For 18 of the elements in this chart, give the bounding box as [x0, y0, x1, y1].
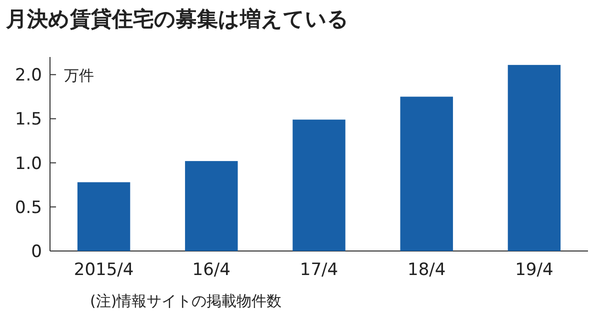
bar	[400, 96, 453, 251]
bar	[77, 182, 130, 251]
x-tick-label: 2015/4	[74, 260, 134, 280]
y-tick-label: 2.0	[14, 66, 42, 86]
x-tick-label: 16/4	[192, 260, 230, 280]
y-axis-title: 万件	[64, 66, 94, 85]
y-tick-label: 1.5	[14, 110, 42, 130]
x-tick-label: 19/4	[515, 260, 554, 280]
text: (注)情報サイトの掲載物件数	[90, 292, 282, 310]
bar	[292, 120, 346, 251]
bar	[185, 161, 238, 251]
y-tick-label: 0.5	[14, 198, 42, 218]
x-tick-label: 18/4	[408, 260, 446, 280]
x-tick-label: 17/4	[300, 260, 338, 280]
y-tick-label: 1.0	[14, 154, 42, 174]
chart-title: 月決め賃貸住宅の募集は増えている	[5, 7, 349, 31]
y-tick-label: 0	[31, 242, 42, 262]
bar	[508, 64, 561, 251]
